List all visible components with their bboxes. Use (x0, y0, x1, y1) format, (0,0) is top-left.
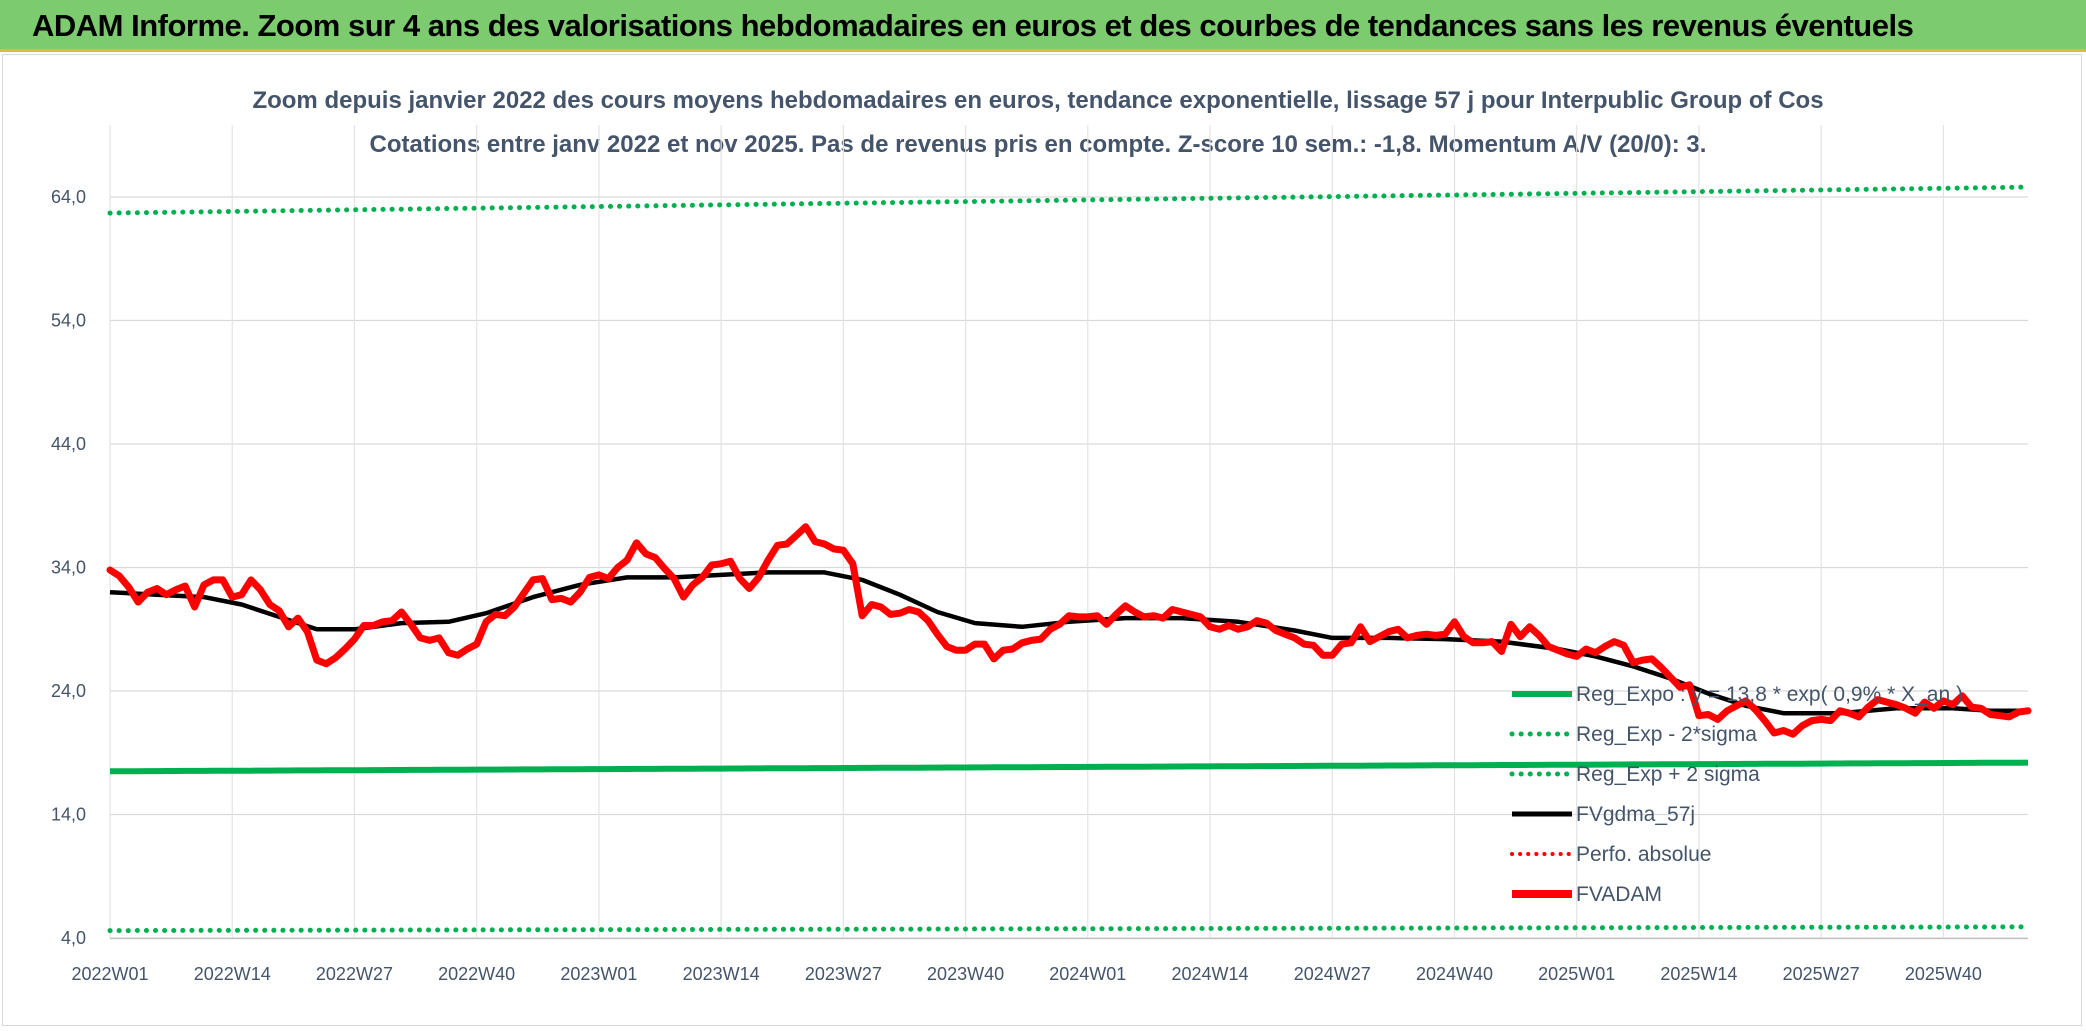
x-tick-label: 2025W40 (1905, 964, 1982, 984)
series-group (106, 184, 2032, 934)
y-tick-label: 24,0 (51, 681, 86, 701)
x-tick-label: 2023W40 (927, 964, 1004, 984)
series-fvgdma-57j (109, 570, 2028, 716)
x-tick-label: 2025W01 (1538, 964, 1615, 984)
y-tick-label: 64,0 (51, 187, 86, 207)
x-tick-label: 2024W14 (1171, 964, 1248, 984)
legend-label: FVgdma_57j (1576, 803, 1695, 826)
y-axis: 64,0 54,0 44,0 34,0 24,0 14,0 4,0 (51, 187, 86, 948)
legend-label: Reg_Expo : y = 13,8 * exp( 0,9% * X_an ) (1576, 683, 1963, 706)
chart-frame (2, 54, 2082, 1026)
legend-label: Reg_Exp - 2*sigma (1576, 723, 1757, 746)
page-title: ADAM Informe. Zoom sur 4 ans des valoris… (32, 8, 1914, 43)
x-tick-label: 2023W01 (560, 964, 637, 984)
x-tick-label: 2022W27 (316, 964, 393, 984)
x-tick-label: 2024W40 (1416, 964, 1493, 984)
series-reg-exp-plus-2-sigma (107, 184, 2031, 216)
x-axis: 2022W01 2022W14 2022W27 2022W40 2023W01 2023W… (71, 964, 1981, 984)
y-tick-label: 44,0 (51, 434, 86, 454)
x-tick-label: 2022W14 (194, 964, 271, 984)
legend-label: FVADAM (1576, 883, 1662, 906)
x-tick-label: 2025W27 (1783, 964, 1860, 984)
y-tick-label: 4,0 (61, 928, 86, 948)
x-tick-label: 2022W01 (71, 964, 148, 984)
series-fvadam (106, 523, 2032, 738)
series-reg-exp-minus-2-sigma (107, 924, 2031, 934)
x-tick-label: 2024W27 (1294, 964, 1371, 984)
grid (109, 125, 2028, 940)
x-tick-label: 2022W40 (438, 964, 515, 984)
chart-title-line2: Cotations entre janv 2022 et nov 2025. P… (370, 131, 1707, 158)
y-tick-label: 14,0 (51, 805, 86, 825)
chart-title-line1: Zoom depuis janvier 2022 des cours moyen… (252, 87, 1823, 114)
y-tick-label: 54,0 (51, 311, 86, 331)
x-tick-label: 2023W14 (683, 964, 760, 984)
x-tick-label: 2025W14 (1660, 964, 1737, 984)
x-tick-label: 2023W27 (805, 964, 882, 984)
legend-label: Perfo. absolue (1576, 843, 1711, 866)
header-banner: ADAM Informe. Zoom sur 4 ans des valoris… (0, 0, 2086, 52)
legend-label: Reg_Exp + 2 sigma (1576, 763, 1760, 786)
x-tick-label: 2024W01 (1049, 964, 1126, 984)
legend: Reg_Expo : y = 13,8 * exp( 0,9% * X_an )… (1509, 683, 1963, 906)
series-reg-expo (109, 759, 2029, 775)
y-tick-label: 34,0 (51, 558, 86, 578)
